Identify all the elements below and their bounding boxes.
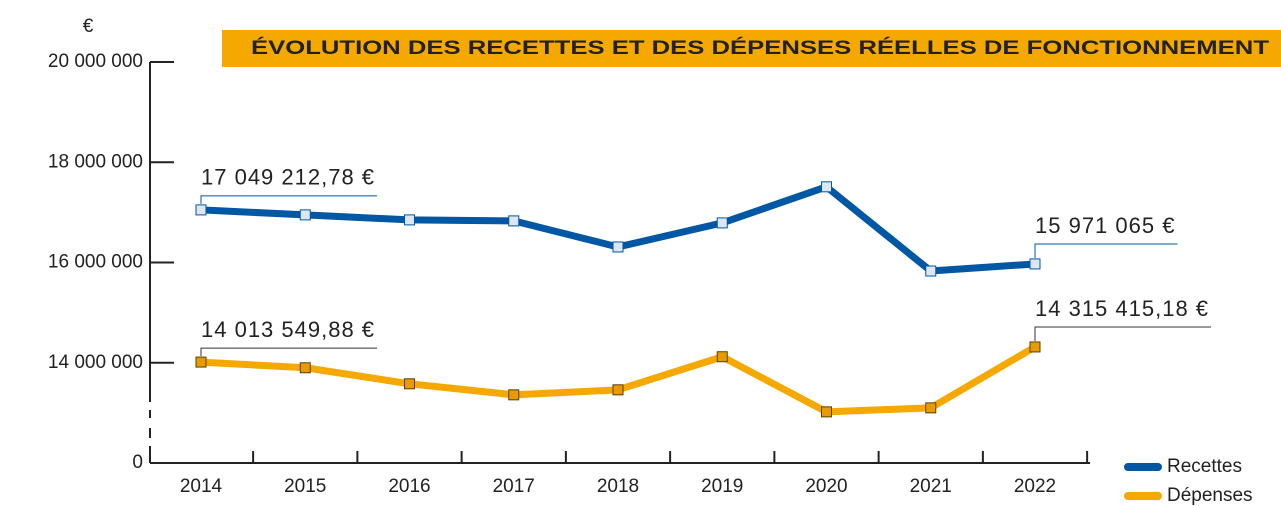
point-marker xyxy=(716,351,728,363)
point-marker xyxy=(195,204,207,216)
x-tick-label: 2022 xyxy=(1014,476,1056,497)
x-tick-label: 2019 xyxy=(701,476,743,497)
y-tick-label: 20 000 000 xyxy=(48,51,143,72)
point-marker xyxy=(1029,258,1041,270)
label-leader xyxy=(200,347,378,357)
x-tick-label: 2021 xyxy=(910,476,952,497)
point-marker xyxy=(716,217,728,229)
y-tick-label: 16 000 000 xyxy=(48,252,143,273)
label-leader xyxy=(200,195,378,204)
x-tick-label: 2014 xyxy=(180,476,223,497)
point-marker xyxy=(612,384,624,396)
series-line xyxy=(200,343,1037,416)
label-leader xyxy=(1034,243,1178,258)
legend-label: Dépenses xyxy=(1167,485,1253,506)
point-marker xyxy=(195,356,207,368)
point-marker xyxy=(299,209,311,221)
point-marker xyxy=(925,402,937,414)
data-label: 14 315 415,18 € xyxy=(1035,296,1209,321)
point-marker xyxy=(404,378,415,390)
title-box xyxy=(222,30,1281,67)
point-marker xyxy=(299,362,311,374)
x-tick-label: 2015 xyxy=(284,476,326,497)
legend-label: Recettes xyxy=(1167,456,1242,477)
point-marker xyxy=(508,389,520,401)
point-marker xyxy=(612,241,624,253)
point-marker xyxy=(508,215,520,227)
point-marker xyxy=(821,181,832,193)
data-label: 14 013 549,88 € xyxy=(201,317,375,342)
x-tick-label: 2020 xyxy=(805,476,847,497)
y-tick-label: 14 000 000 xyxy=(48,352,143,373)
point-marker xyxy=(404,214,415,226)
chart-title: ÉVOLUTION DES RECETTES ET DES DÉPENSES R… xyxy=(251,37,1270,59)
x-tick-label: 2016 xyxy=(388,476,430,497)
y-tick-label: 0 xyxy=(132,452,143,473)
point-marker xyxy=(1029,341,1041,353)
series-line xyxy=(200,183,1036,275)
data-label: 17 049 212,78 € xyxy=(201,165,375,190)
x-tick-label: 2017 xyxy=(493,476,535,497)
y-tick-label: 18 000 000 xyxy=(48,151,143,172)
y-unit: € xyxy=(83,16,94,37)
label-leader xyxy=(1034,326,1212,341)
point-marker xyxy=(925,265,937,277)
data-label: 15 971 065 € xyxy=(1035,213,1175,238)
point-marker xyxy=(821,406,832,418)
x-tick-label: 2018 xyxy=(597,476,639,497)
